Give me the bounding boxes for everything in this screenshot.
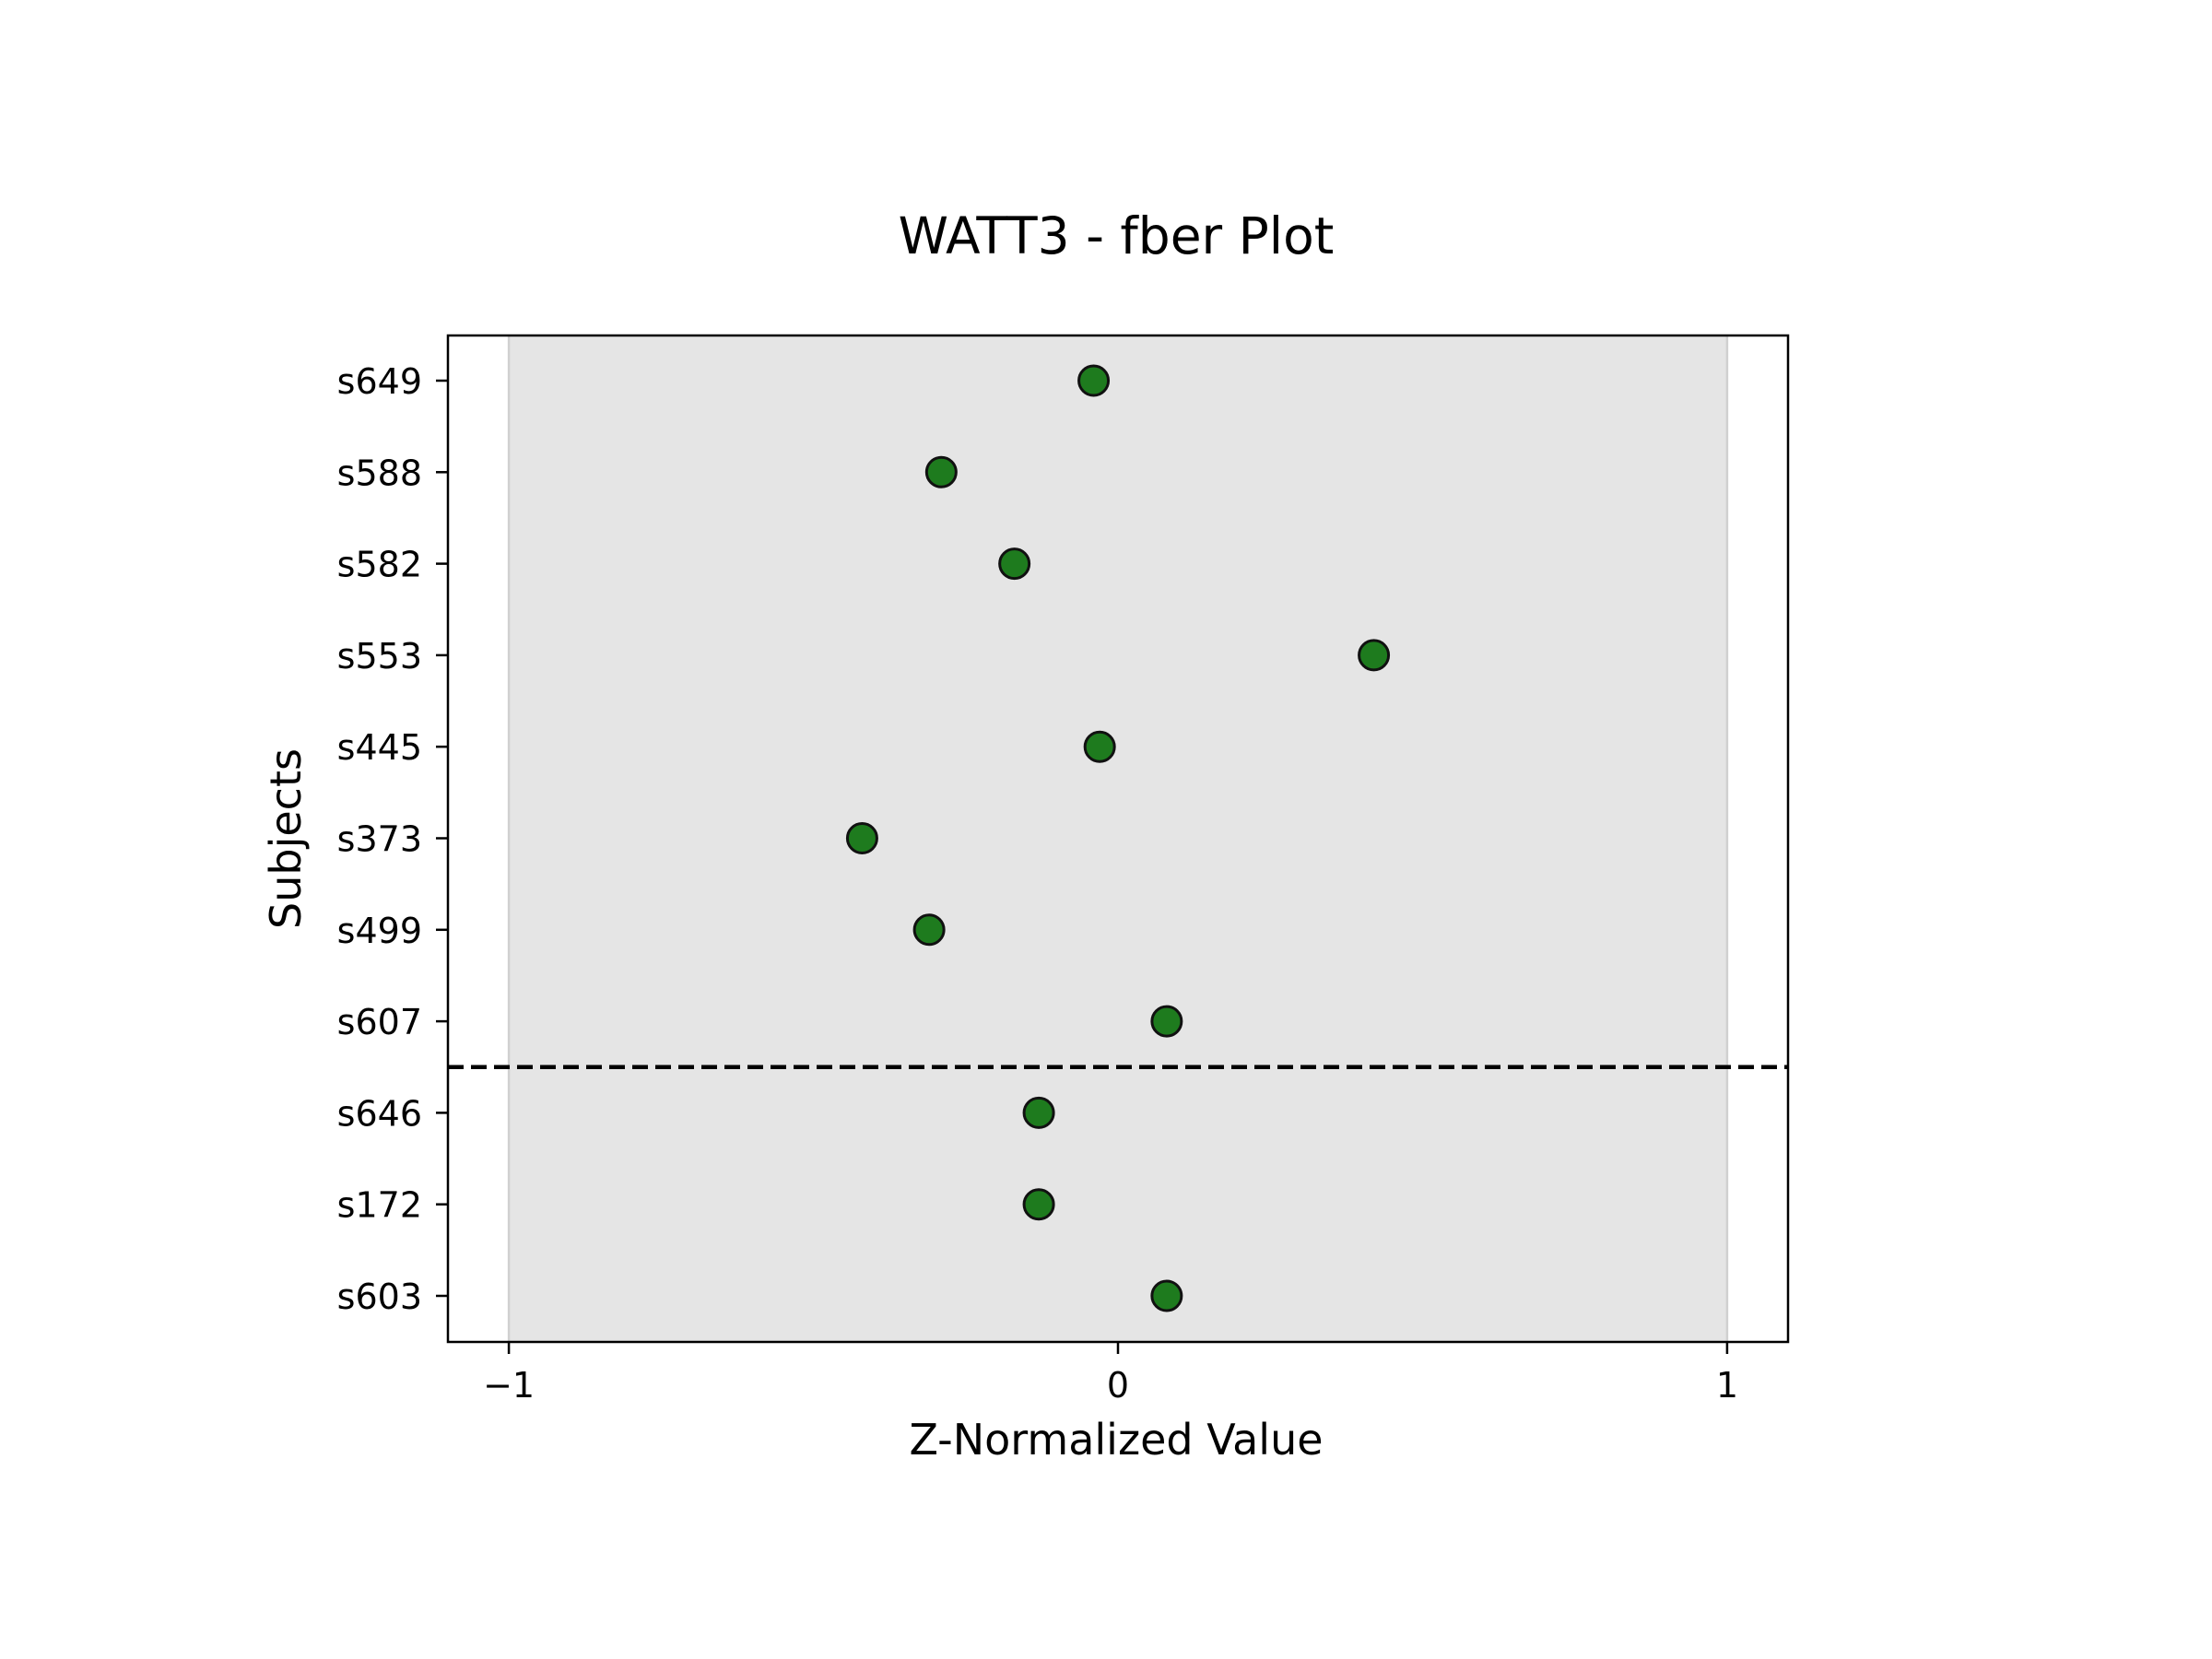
chart-title: WATT3 - fber Plot bbox=[899, 206, 1335, 265]
y-tick-label-s373: s373 bbox=[337, 819, 422, 860]
y-tick-label-s582: s582 bbox=[337, 545, 422, 585]
y-axis-label: Subjects bbox=[261, 748, 311, 929]
x-tick-label: −1 bbox=[483, 1365, 535, 1406]
data-point-s582 bbox=[998, 547, 1031, 581]
shaded-band bbox=[509, 335, 1727, 1342]
data-points bbox=[845, 364, 1391, 1312]
x-tick-label: 1 bbox=[1716, 1365, 1738, 1406]
x-axis-ticks: −1 0 1 bbox=[483, 1342, 1738, 1406]
data-point-s649 bbox=[1077, 364, 1111, 397]
x-tick-label: 0 bbox=[1107, 1365, 1129, 1406]
y-tick-label-s445: s445 bbox=[337, 727, 422, 768]
x-axis-label: Z-Normalized Value bbox=[909, 1415, 1323, 1465]
data-point-s603 bbox=[1150, 1279, 1183, 1312]
y-tick-label-s603: s603 bbox=[337, 1277, 422, 1317]
y-tick-label-s553: s553 bbox=[337, 636, 422, 677]
y-tick-label-s588: s588 bbox=[337, 453, 422, 493]
y-tick-label-s649: s649 bbox=[337, 361, 422, 402]
data-point-s646 bbox=[1022, 1096, 1055, 1129]
data-point-s588 bbox=[924, 455, 958, 488]
data-point-s553 bbox=[1358, 639, 1391, 672]
data-point-s172 bbox=[1022, 1188, 1055, 1221]
y-axis-ticks: s649 s588 s582 s553 s445 s373 s499 s607 s646 s172… bbox=[337, 361, 448, 1317]
data-point-s373 bbox=[845, 822, 878, 854]
data-point-s445 bbox=[1083, 730, 1116, 763]
data-point-s607 bbox=[1150, 1005, 1183, 1038]
y-tick-label-s646: s646 bbox=[337, 1093, 422, 1134]
data-point-s499 bbox=[912, 913, 946, 947]
y-tick-label-s607: s607 bbox=[337, 1002, 422, 1042]
y-tick-label-s499: s499 bbox=[337, 911, 422, 951]
y-tick-label-s172: s172 bbox=[337, 1185, 422, 1226]
